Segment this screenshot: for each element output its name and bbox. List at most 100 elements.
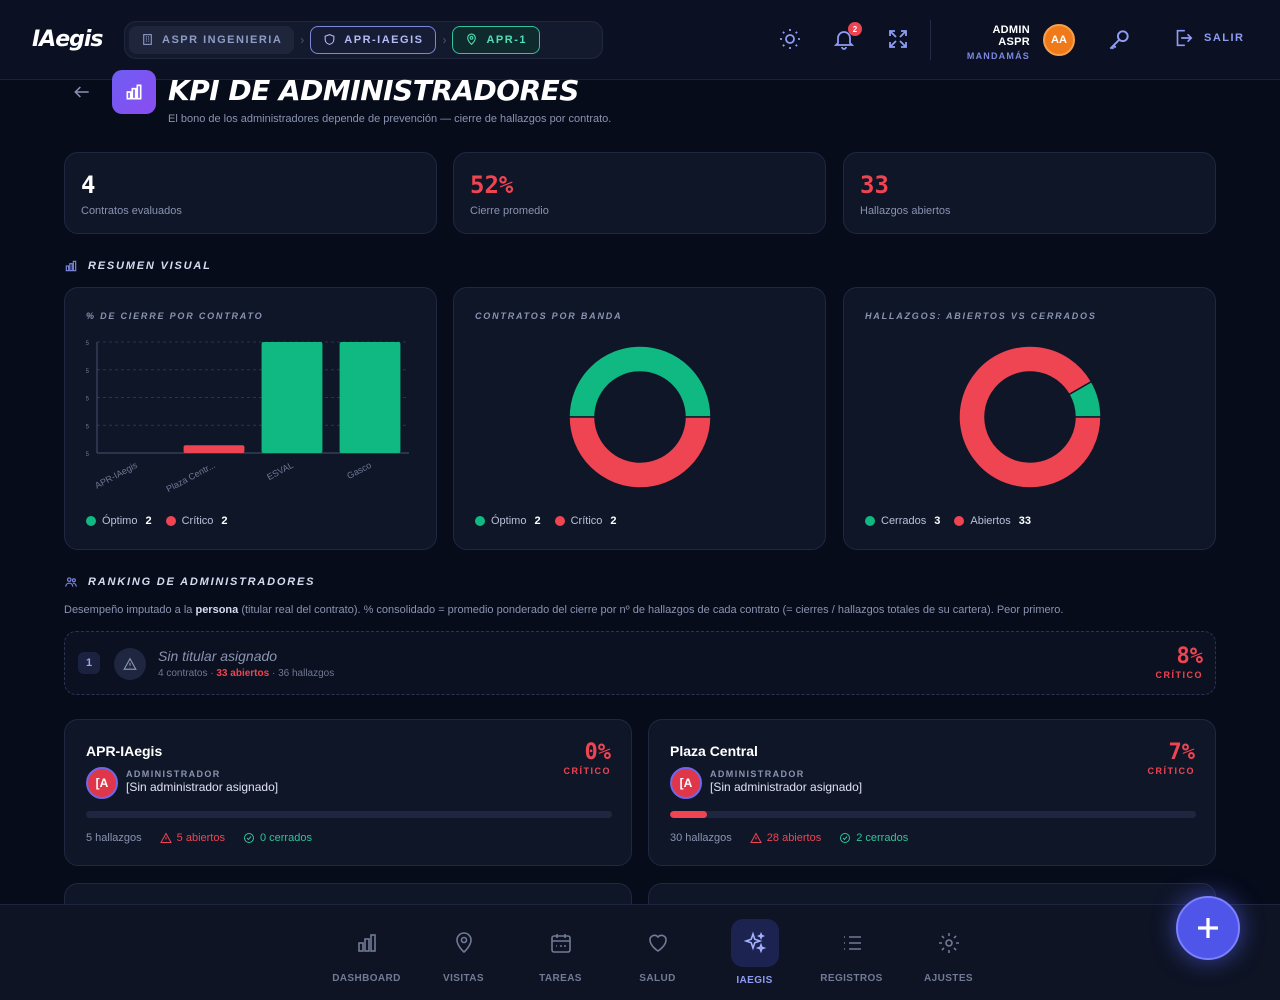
key-icon [1109,30,1129,50]
bottom-navigation: DASHBOARD VISITAS TAREAS SALUD IAEGIS REGISTR… [0,904,1280,1000]
page-title: KPI DE ADMINISTRADORES [168,74,579,107]
check-circle-icon [243,833,254,843]
y-tick-label: 5 [86,452,90,458]
avatar: [A [670,767,702,799]
sun-icon [780,29,800,49]
legend-value: 33 [1018,515,1031,527]
legend-value: 2 [534,515,541,527]
findings-closed-label: 0 cerrados [259,832,312,844]
donut-chart [958,345,1102,489]
map-pin-icon [467,33,477,46]
nav-label: IAEGIS [736,975,773,986]
x-tick-label: Plaza Centr... [165,460,217,494]
fullscreen-button[interactable] [886,27,910,51]
notifications-button[interactable]: 2 [832,22,862,51]
slice-abiertos[interactable] [958,345,1102,489]
theme-toggle-button[interactable] [778,27,802,51]
nav-salud[interactable]: SALUD [609,919,706,986]
legend-dot [86,516,96,526]
legend-value: 2 [610,515,617,527]
chart-legend: Cerrados 3 Abiertos 33 [865,515,1031,527]
admin-card-apr-iaegis[interactable]: APR-IAegis [A ADMINISTRADOR [Sin adminis… [64,719,632,866]
building-icon [143,34,152,45]
legend-label: Crítico [570,515,603,527]
score-percent: 8% [1176,644,1204,669]
bar-esval[interactable] [261,342,323,453]
nav-ajustes[interactable]: AJUSTES [900,919,997,986]
bar-gasco[interactable] [339,342,401,453]
chevron-right-icon: › [300,32,305,47]
bar-chart-icon [65,260,77,272]
app-logo[interactable]: IAegis [32,27,104,52]
warning-icon [123,657,137,670]
legend-item: Óptimo 2 [86,515,152,527]
legend-dot [865,516,875,526]
admin-card-plaza-central[interactable]: Plaza Central [A ADMINISTRADOR [Sin admi… [648,719,1216,866]
nav-registros[interactable]: REGISTROS [803,919,900,986]
bar-chart-icon [126,84,142,100]
logout-label: SALIR [1204,32,1245,44]
nav-dashboard[interactable]: DASHBOARD [318,919,415,986]
bar-plaza-centr-[interactable] [183,445,245,453]
findings-total: 5 hallazgos [86,832,142,844]
ranking-row-unassigned[interactable]: 1 Sin titular asignado 4 contratos · 33 … [64,631,1216,695]
notification-badge: 2 [848,22,862,36]
chart-title: HALLAZGOS: ABIERTOS VS CERRADOS [865,311,1097,321]
legend-label: Óptimo [102,515,138,527]
ranking-description: Desempeño imputado a la persona (titular… [64,604,1063,616]
progress-bar [670,811,1196,818]
ranking-desc-post: (titular real del contrato). % consolida… [238,604,1064,616]
contract-name: APR-IAegis [86,743,163,759]
admin-role-label: ADMINISTRADOR [710,769,805,779]
legend-label: Cerrados [881,515,927,527]
admin-name: [Sin administrador asignado] [126,780,279,794]
legend-dot [165,516,176,526]
user-name: ADMIN ASPR [992,24,1030,48]
legend-dot [554,516,565,526]
back-button[interactable] [72,82,92,102]
legend-dot [954,516,965,526]
chart-title: CONTRATOS POR BANDA [475,311,623,321]
chart-legend: Óptimo 2 Crítico 2 [86,515,228,527]
contract-name: Plaza Central [670,743,758,759]
nav-iaegis[interactable]: IAEGIS [706,919,803,986]
calendar-icon [537,919,585,967]
nav-visitas[interactable]: VISITAS [415,919,512,986]
stat-card-contracts: 4 Contratos evaluados [64,152,437,234]
page-subtitle: El bono de los administradores depende d… [168,113,612,125]
x-tick-label: Gasco [345,460,373,481]
warning-icon [749,832,762,843]
breadcrumb-company-label: ASPR INGENIERIA [162,33,283,46]
slice--ptimo[interactable] [568,345,712,418]
breadcrumb: ASPR INGENIERIA › APR-IAEGIS › APR-1 [124,20,603,59]
add-button[interactable] [1176,896,1240,960]
map-pin-icon [440,919,488,967]
contract-meta: 30 hallazgos 28 abiertos 2 cerrados [670,832,908,844]
breadcrumb-company[interactable]: ASPR INGENIERIA [129,25,295,54]
slice-cr-tico[interactable] [568,416,712,489]
unassigned-meta: 4 contratos · 33 abiertos · 36 hallazgos [158,668,335,679]
section-visual-heading: RESUMEN VISUAL [64,259,212,273]
x-tick-label: APR-IAegis [93,460,139,491]
admin-role-label: ADMINISTRADOR [126,769,221,779]
bar-chart-icon [343,919,391,967]
logout-button[interactable]: SALIR [1172,27,1245,49]
findings-open: 28 abiertos [749,832,821,844]
nav-tareas[interactable]: TAREAS [512,919,609,986]
progress-fill [670,811,707,818]
stat-label: Hallazgos abiertos [860,205,951,217]
nav-label: SALUD [639,973,676,984]
avatar[interactable]: AA [1043,24,1075,56]
bell-icon [833,31,855,50]
contract-meta: 5 hallazgos 5 abiertos 0 cerrados [86,832,312,844]
stat-card-open: 33 Hallazgos abiertos [843,152,1216,234]
users-icon [65,577,77,587]
y-tick-label: 5 [86,369,90,375]
breadcrumb-site[interactable]: APR-1 [452,25,540,54]
breadcrumb-project[interactable]: APR-IAEGIS [310,25,437,54]
user-info: ADMIN ASPR MANDAMÁS [958,24,1030,61]
section-ranking-heading: RANKING DE ADMINISTRADORES [64,575,315,589]
legend-value: 2 [221,515,228,527]
password-button[interactable] [1106,27,1132,53]
